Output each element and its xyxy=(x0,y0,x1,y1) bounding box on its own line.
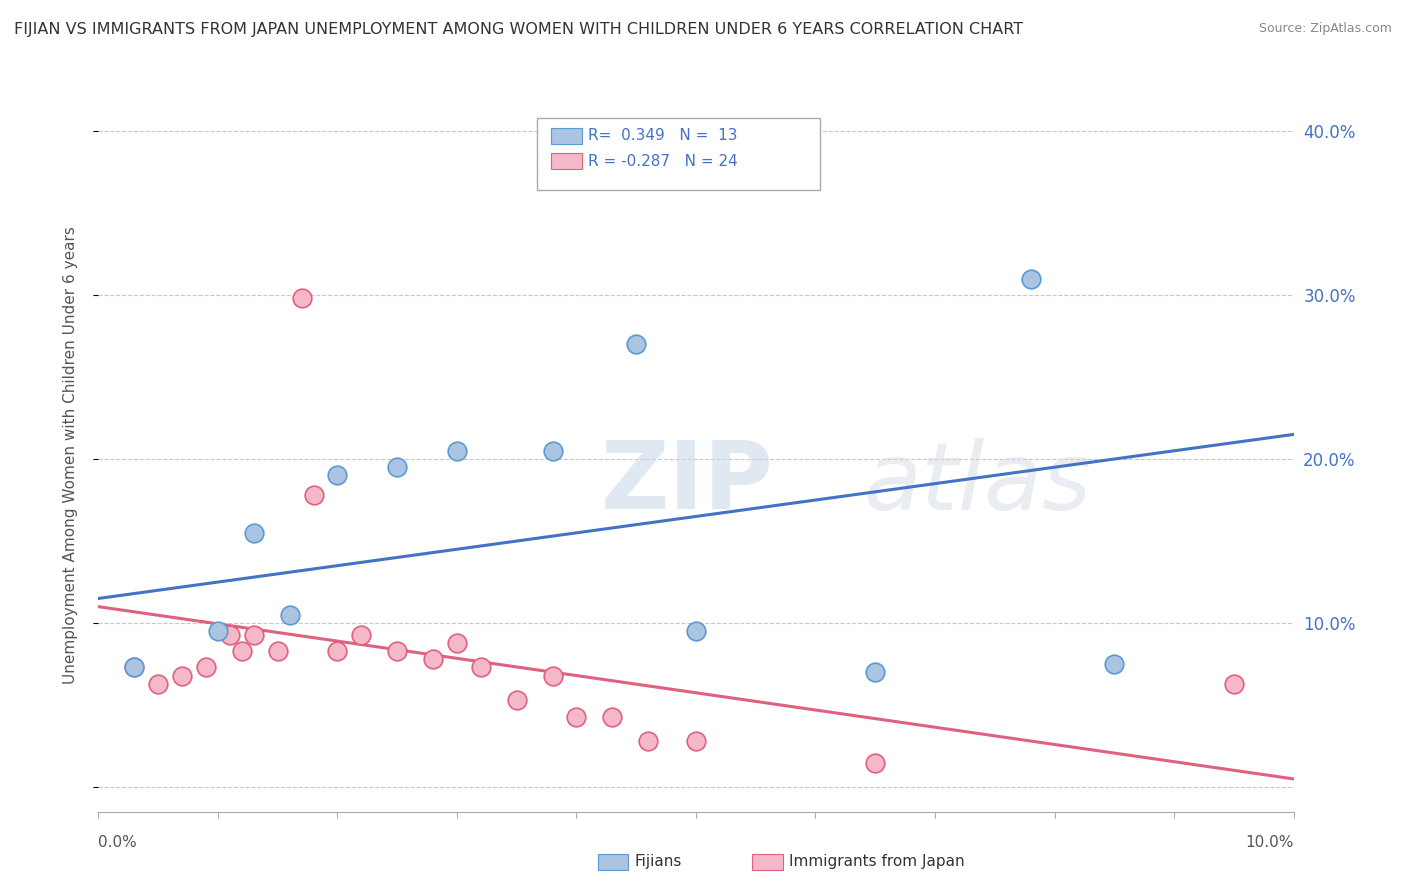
Point xyxy=(626,337,648,351)
Text: R=  0.349   N =  13: R= 0.349 N = 13 xyxy=(588,128,737,143)
Point xyxy=(506,693,529,707)
Point xyxy=(565,709,588,723)
Point xyxy=(446,636,468,650)
Text: R = -0.287   N = 24: R = -0.287 N = 24 xyxy=(588,154,738,169)
Point xyxy=(243,627,266,641)
Point xyxy=(541,668,564,682)
Text: Fijians: Fijians xyxy=(634,855,682,869)
Point xyxy=(1019,271,1042,285)
Point xyxy=(148,677,170,691)
Text: FIJIAN VS IMMIGRANTS FROM JAPAN UNEMPLOYMENT AMONG WOMEN WITH CHILDREN UNDER 6 Y: FIJIAN VS IMMIGRANTS FROM JAPAN UNEMPLOY… xyxy=(14,22,1024,37)
Point xyxy=(267,644,290,658)
Point xyxy=(385,460,409,475)
Text: 10.0%: 10.0% xyxy=(1246,836,1294,850)
Point xyxy=(1104,657,1126,671)
Point xyxy=(302,488,325,502)
Point xyxy=(195,660,218,674)
Text: ZIP: ZIP xyxy=(600,437,773,530)
Text: atlas: atlas xyxy=(863,438,1091,529)
Point xyxy=(231,644,253,658)
Text: 0.0%: 0.0% xyxy=(98,836,138,850)
Text: Source: ZipAtlas.com: Source: ZipAtlas.com xyxy=(1258,22,1392,36)
Point xyxy=(541,443,564,458)
Point xyxy=(685,734,707,748)
Y-axis label: Unemployment Among Women with Children Under 6 years: Unemployment Among Women with Children U… xyxy=(63,226,77,684)
Point xyxy=(278,607,301,622)
Point xyxy=(326,468,349,483)
Point xyxy=(243,525,266,540)
Point xyxy=(124,660,146,674)
Point xyxy=(385,644,409,658)
Point xyxy=(865,665,887,680)
Point xyxy=(446,443,468,458)
Point xyxy=(685,624,707,639)
Point xyxy=(219,627,242,641)
Point xyxy=(207,624,229,639)
Point xyxy=(350,627,373,641)
Point xyxy=(291,291,314,305)
Point xyxy=(865,756,887,770)
Point xyxy=(637,734,659,748)
Point xyxy=(602,709,624,723)
Point xyxy=(1223,677,1246,691)
Point xyxy=(124,660,146,674)
Point xyxy=(326,644,349,658)
Point xyxy=(422,652,444,666)
Point xyxy=(172,668,194,682)
Text: Immigrants from Japan: Immigrants from Japan xyxy=(789,855,965,869)
Point xyxy=(470,660,492,674)
